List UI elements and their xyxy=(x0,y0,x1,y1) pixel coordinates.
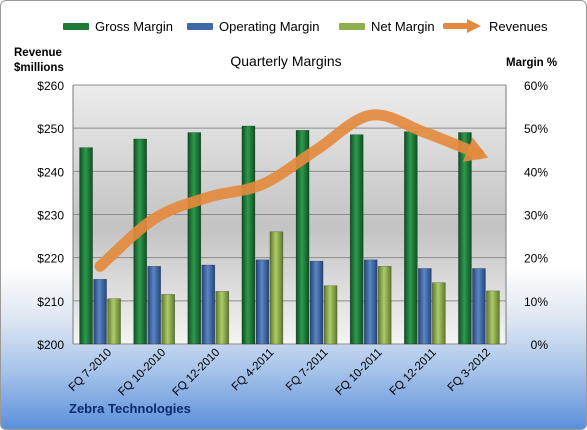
bar-operating-margin xyxy=(93,278,107,345)
legend-swatch-gross-margin xyxy=(63,22,89,30)
bar-net-margin xyxy=(215,291,230,345)
right-axis-tick-label: 40% xyxy=(524,165,548,179)
legend-item-revenues: Revenues xyxy=(443,13,548,39)
bar-net-margin xyxy=(269,231,284,345)
legend-label-gross-margin: Gross Margin xyxy=(95,18,174,34)
bar-operating-margin xyxy=(255,259,270,345)
right-axis-tick-label: 20% xyxy=(524,252,548,266)
right-axis-tick-label: 30% xyxy=(524,209,548,223)
bar-gross-margin xyxy=(404,131,418,345)
left-axis-tick-label: $200 xyxy=(37,338,64,352)
bar-net-margin xyxy=(432,282,446,345)
x-axis-tick-label: FQ 10-2010 xyxy=(116,347,168,399)
x-axis-tick-label: FQ 4-2011 xyxy=(230,347,277,394)
right-axis-tick-label: 60% xyxy=(524,79,548,93)
legend-label-operating-margin: Operating Margin xyxy=(219,18,320,34)
left-axis-title: Revenue $millions xyxy=(14,46,64,76)
bar-operating-margin xyxy=(147,265,161,345)
bar-net-margin xyxy=(107,298,121,345)
x-axis-tick-label: FQ 7-2010 xyxy=(67,347,114,394)
revenues-line xyxy=(94,109,485,272)
bar-gross-margin xyxy=(241,125,256,345)
bar-operating-margin xyxy=(363,259,378,345)
legend-swatch-net-margin xyxy=(339,22,365,30)
legend-label-revenues: Revenues xyxy=(489,18,548,34)
bar-operating-margin xyxy=(309,260,324,345)
right-axis-title: Margin % xyxy=(506,57,558,69)
company-name: Zebra Technologies xyxy=(69,401,191,416)
right-axis-tick-label: 0% xyxy=(531,338,549,352)
left-axis-tick-label: $230 xyxy=(37,209,64,223)
x-axis-tick-label: FQ 10-2011 xyxy=(334,347,385,398)
right-axis-tick-label: 50% xyxy=(524,122,548,136)
bar-net-margin xyxy=(486,290,500,345)
bar-gross-margin xyxy=(458,132,472,345)
bar-net-margin xyxy=(377,265,392,345)
left-axis-tick-label: $220 xyxy=(37,252,64,266)
revenues-arrow-icon xyxy=(443,19,481,33)
bar-gross-margin xyxy=(295,130,310,345)
bar-operating-margin xyxy=(472,268,486,345)
legend-label-net-margin: Net Margin xyxy=(371,18,435,34)
revenues-arrowhead xyxy=(462,137,489,162)
left-axis-tick-label: $250 xyxy=(37,122,64,136)
x-axis-tick-label: FQ 12-2011 xyxy=(388,347,439,398)
bar-operating-margin xyxy=(201,264,216,345)
chart-title: Quarterly Margins xyxy=(230,53,342,69)
bar-net-margin xyxy=(323,285,338,345)
x-axis-tick-label: FQ 7-2011 xyxy=(284,347,331,394)
bar-net-margin xyxy=(161,294,175,345)
bar-gross-margin xyxy=(133,138,147,345)
legend: Gross Margin Operating Margin Net Margin… xyxy=(1,13,586,39)
left-axis-tick-label: $240 xyxy=(37,165,64,179)
legend-item-gross-margin: Gross Margin xyxy=(63,13,173,39)
x-axis-tick-label: FQ 3-2012 xyxy=(446,347,493,394)
x-axis-tick-label: FQ 12-2010 xyxy=(171,347,223,399)
right-axis-tick-label: 10% xyxy=(524,295,548,309)
bar-operating-margin xyxy=(418,268,432,345)
bar-gross-margin xyxy=(349,134,364,345)
left-axis-tick-label: $210 xyxy=(37,295,64,309)
left-axis-tick-label: $260 xyxy=(37,79,64,93)
legend-item-net-margin: Net Margin xyxy=(339,13,435,39)
left-axis-title-line1: Revenue xyxy=(14,47,62,59)
left-axis-title-line2: $millions xyxy=(14,62,64,74)
legend-item-operating-margin: Operating Margin xyxy=(187,13,319,39)
bar-gross-margin xyxy=(79,147,93,345)
bar-gross-margin xyxy=(187,132,202,345)
legend-swatch-operating-margin xyxy=(187,22,213,30)
